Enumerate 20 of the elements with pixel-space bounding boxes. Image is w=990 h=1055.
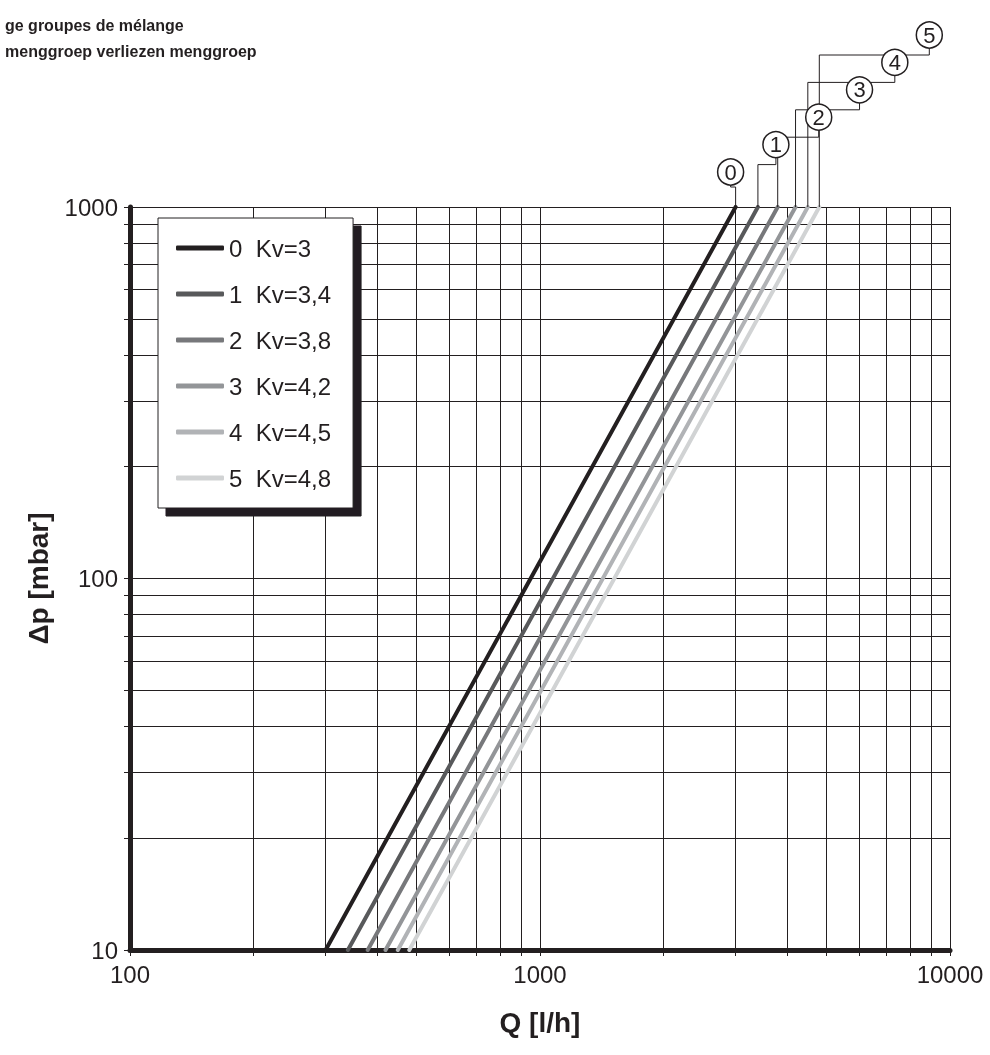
legend-label: 0 Kv=3 <box>229 234 312 262</box>
annotation: 5 <box>923 22 936 48</box>
y-tick-label: 1000 <box>64 193 118 221</box>
annotation: 0 <box>724 159 737 185</box>
annotation: 3 <box>853 77 866 103</box>
y-tick-label: 100 <box>77 565 118 592</box>
chart-title: ge groupes de mélange <box>5 16 184 34</box>
y-axis-title: Δp [mbar] <box>22 512 54 645</box>
legend-label: 1 Kv=3,4 <box>229 280 332 308</box>
annotation: 1 <box>769 132 783 158</box>
x-axis-title: Q [l/h] <box>499 1006 581 1038</box>
x-tick-label: 10000 <box>916 960 984 988</box>
legend-label: 4 Kv=4,5 <box>229 418 332 446</box>
legend-label: 2 Kv=3,8 <box>229 326 332 354</box>
x-tick-label: 1000 <box>513 960 567 988</box>
legend-label: 5 Kv=4,8 <box>229 464 332 492</box>
annotation: 4 <box>888 49 901 75</box>
annotation: 2 <box>812 104 825 130</box>
chart-subtitle: menggroep verliezen menggroep <box>5 42 257 60</box>
legend-label: 3 Kv=4,2 <box>229 372 332 400</box>
